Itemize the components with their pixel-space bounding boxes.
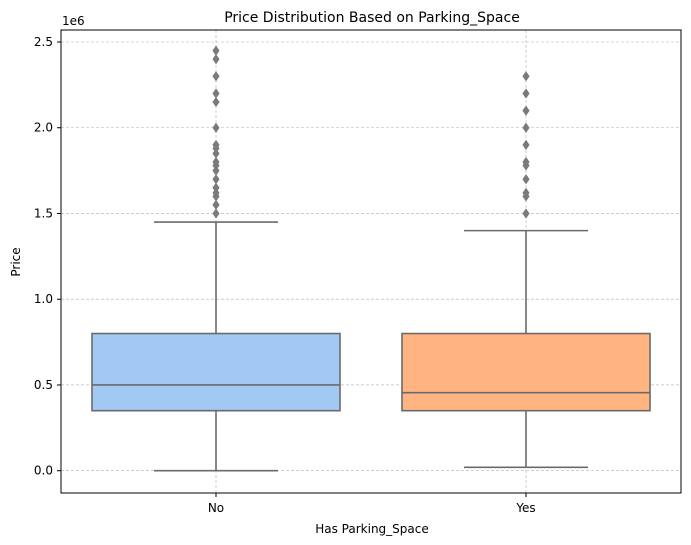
y-tick-label: 2.5 <box>34 35 53 49</box>
outlier-point <box>212 148 220 159</box>
outlier-point <box>522 208 530 219</box>
chart-title: Price Distribution Based on Parking_Spac… <box>224 10 520 26</box>
outlier-point <box>212 182 220 193</box>
iqr-box <box>91 332 341 412</box>
outlier-point <box>522 105 530 116</box>
plot-frame <box>60 29 682 494</box>
outlier-point <box>212 187 220 199</box>
y-tick-label: 0.5 <box>34 378 53 392</box>
y-offset-label: 1e6 <box>62 14 85 28</box>
outlier-point <box>522 122 530 133</box>
x-axis-label: Has Parking_Space <box>315 522 429 536</box>
outlier-point <box>212 139 220 151</box>
y-tick-label: 1.5 <box>34 206 53 220</box>
outlier-point <box>522 156 530 168</box>
outlier-point <box>522 71 530 82</box>
outlier-point <box>212 45 220 56</box>
x-tick-label: No <box>208 501 224 515</box>
outlier-point <box>212 174 220 185</box>
axes: 0.0 0.5 1.0 1.5 2.0 2.5 No Yes <box>34 29 682 515</box>
y-axis-label: Price <box>9 247 23 276</box>
box-no <box>91 45 341 472</box>
boxes <box>91 45 651 472</box>
outlier-point <box>212 156 220 168</box>
iqr-box <box>401 332 651 412</box>
outlier-point <box>522 88 530 99</box>
outlier-point <box>522 139 530 151</box>
y-tick-label: 2.0 <box>34 121 53 135</box>
outlier-point <box>212 88 220 99</box>
grid-lines <box>61 30 681 493</box>
outlier-point <box>212 165 220 176</box>
outlier-point <box>522 187 530 199</box>
outlier-point <box>212 54 220 65</box>
outlier-point <box>212 208 220 219</box>
outlier-point <box>212 96 220 108</box>
y-tick-label: 1.0 <box>34 292 53 306</box>
box-yes <box>401 71 651 469</box>
outlier-point <box>212 199 220 211</box>
outlier-point <box>212 71 220 82</box>
outlier-point <box>212 122 220 133</box>
outlier-point <box>522 174 530 185</box>
y-tick-label: 0.0 <box>34 464 53 478</box>
x-tick-label: Yes <box>515 501 535 515</box>
